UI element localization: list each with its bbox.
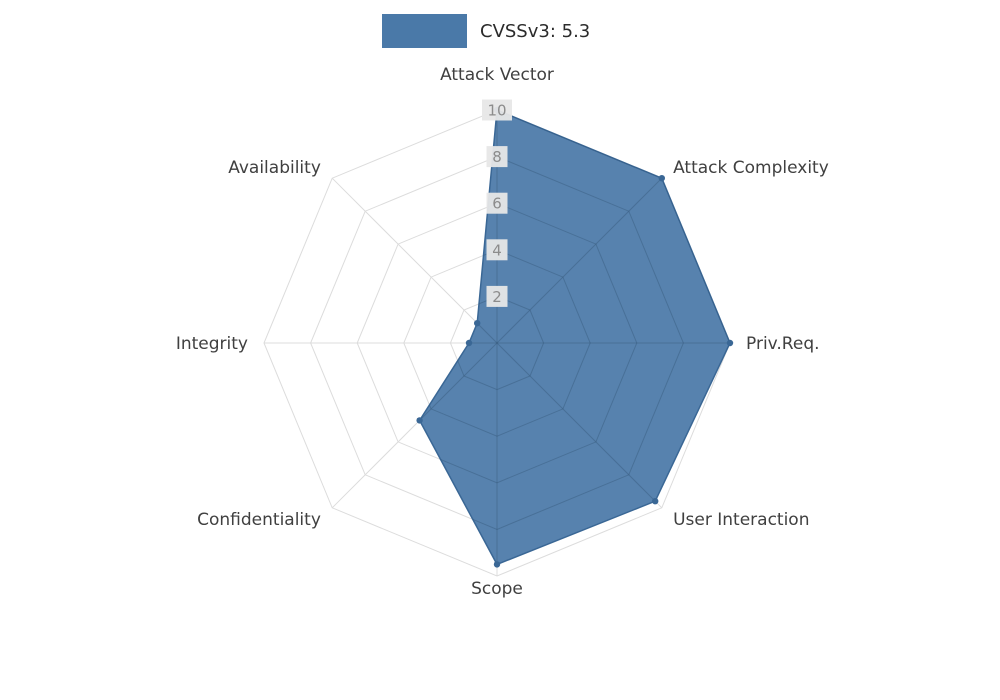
radial-tick-bg: [486, 285, 508, 307]
radial-tick-bg: [486, 239, 508, 261]
radar-series-polygon: [418, 108, 731, 566]
axis-label-attack-complexity: Attack Complexity: [673, 158, 829, 178]
axis-label-confidentiality: Confidentiality: [197, 510, 321, 530]
axis-label-scope: Scope: [471, 579, 523, 599]
axis-label-attack-vector: Attack Vector: [440, 65, 554, 85]
axis-label-availability: Availability: [228, 158, 321, 178]
radial-tick-bg: [482, 99, 512, 121]
series-vertex-dot: [652, 498, 659, 505]
radial-tick-bg: [486, 192, 508, 214]
grid-spoke: [331, 177, 498, 344]
axis-label-priv-req: Priv.Req.: [746, 334, 820, 354]
axis-label-integrity: Integrity: [176, 334, 248, 354]
radial-tick-label: 2: [492, 288, 502, 306]
radial-tick-bg: [486, 146, 508, 168]
legend-label: CVSSv3: 5.3: [480, 20, 591, 42]
radial-tick-label: 6: [492, 195, 502, 213]
axis-label-user-interaction: User Interaction: [673, 510, 809, 530]
radial-tick-label: 10: [487, 102, 506, 120]
series-vertex-dot: [726, 339, 734, 347]
series-vertex-dot: [416, 417, 423, 424]
series-vertex-dot: [465, 339, 473, 347]
series-vertex-dot: [658, 175, 665, 182]
radial-tick-label: 4: [492, 241, 502, 259]
legend-swatch: [382, 14, 467, 48]
series-vertex-dot: [474, 320, 481, 327]
chart-legend: CVSSv3: 5.3: [382, 14, 590, 48]
radial-tick-label: 8: [492, 148, 502, 166]
series-vertex-dot: [493, 561, 501, 568]
